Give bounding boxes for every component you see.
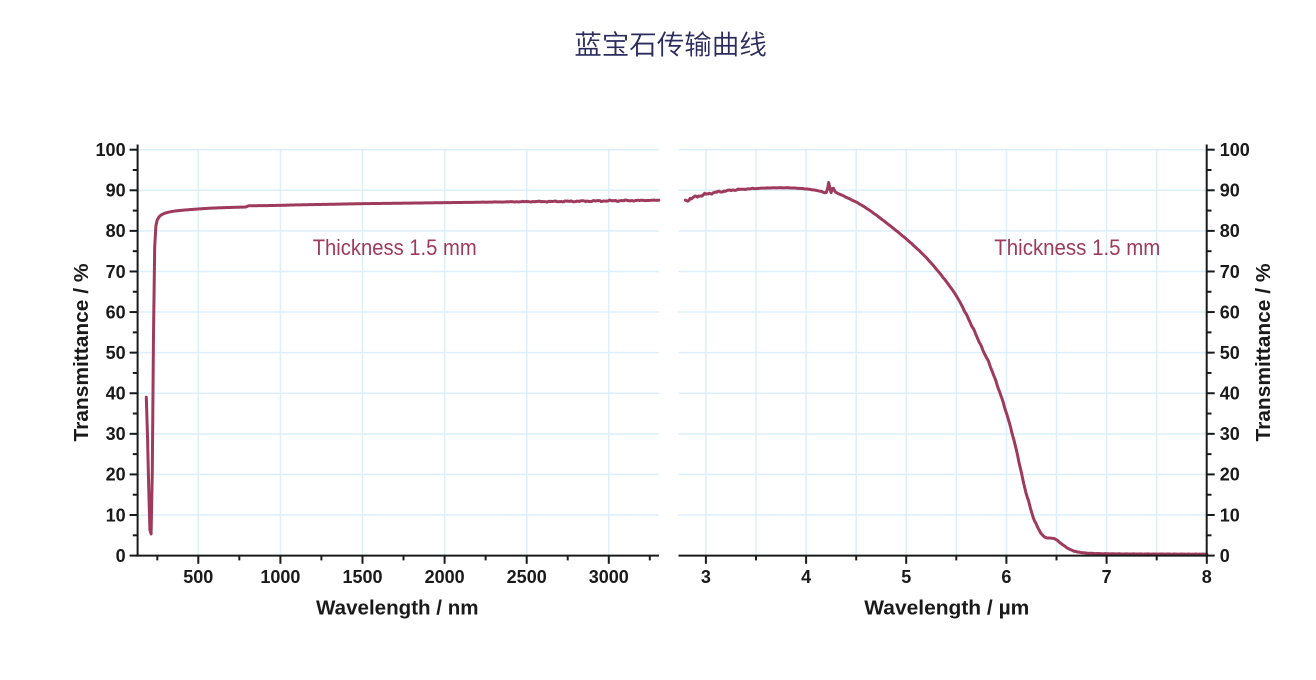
svg-text:3: 3	[701, 567, 711, 587]
svg-text:3000: 3000	[589, 567, 629, 587]
svg-text:0: 0	[116, 546, 126, 566]
svg-text:1000: 1000	[260, 567, 300, 587]
svg-text:60: 60	[1220, 302, 1240, 322]
svg-text:1500: 1500	[342, 567, 382, 587]
svg-text:4: 4	[801, 567, 811, 587]
svg-text:60: 60	[106, 302, 126, 322]
svg-text:40: 40	[106, 384, 126, 404]
svg-text:2000: 2000	[425, 567, 465, 587]
svg-text:30: 30	[1220, 424, 1240, 444]
svg-text:500: 500	[183, 567, 213, 587]
svg-text:40: 40	[1220, 384, 1240, 404]
svg-text:Thickness 1.5 mm: Thickness 1.5 mm	[313, 235, 477, 260]
svg-text:Transmittance / %: Transmittance / %	[71, 263, 93, 441]
svg-text:Transmittance / %: Transmittance / %	[1253, 263, 1275, 441]
svg-text:80: 80	[1220, 221, 1240, 241]
svg-text:2500: 2500	[507, 567, 547, 587]
svg-text:Wavelength / µm: Wavelength / µm	[864, 598, 1029, 620]
svg-text:Wavelength / nm: Wavelength / nm	[316, 598, 479, 620]
svg-text:90: 90	[1220, 181, 1240, 201]
svg-text:50: 50	[1220, 343, 1240, 363]
svg-text:0: 0	[1220, 546, 1230, 566]
svg-text:100: 100	[1220, 140, 1250, 160]
svg-text:90: 90	[106, 181, 126, 201]
svg-text:6: 6	[1001, 567, 1011, 587]
svg-text:30: 30	[106, 424, 126, 444]
svg-text:10: 10	[106, 505, 126, 525]
svg-text:8: 8	[1202, 567, 1212, 587]
svg-text:100: 100	[96, 140, 126, 160]
svg-text:80: 80	[106, 221, 126, 241]
svg-text:70: 70	[106, 262, 126, 282]
svg-text:20: 20	[1220, 465, 1240, 485]
svg-text:50: 50	[106, 343, 126, 363]
svg-text:70: 70	[1220, 262, 1240, 282]
svg-text:Thickness 1.5 mm: Thickness 1.5 mm	[994, 235, 1160, 260]
svg-text:7: 7	[1102, 567, 1112, 587]
svg-text:5: 5	[901, 567, 911, 587]
svg-text:20: 20	[106, 465, 126, 485]
svg-text:10: 10	[1220, 505, 1240, 525]
